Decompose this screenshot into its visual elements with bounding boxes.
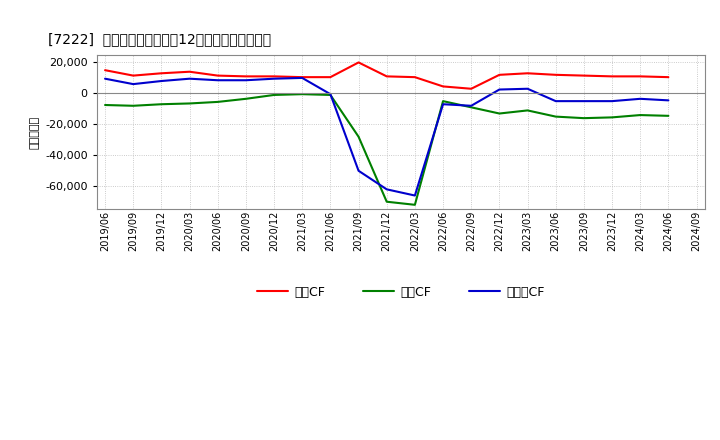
フリーCF bbox=[101, 76, 109, 81]
投資CF bbox=[354, 134, 363, 139]
投資CF bbox=[157, 102, 166, 107]
フリーCF bbox=[270, 76, 279, 81]
フリーCF bbox=[326, 92, 335, 97]
Y-axis label: （百万円）: （百万円） bbox=[30, 116, 40, 149]
営業CF bbox=[552, 72, 560, 77]
投資CF bbox=[608, 115, 616, 120]
投資CF bbox=[101, 103, 109, 108]
営業CF bbox=[580, 73, 588, 78]
投資CF bbox=[129, 103, 138, 108]
フリーCF bbox=[298, 75, 307, 81]
投資CF bbox=[242, 96, 251, 102]
投資CF bbox=[664, 113, 672, 118]
営業CF bbox=[129, 73, 138, 78]
フリーCF bbox=[129, 81, 138, 87]
フリーCF bbox=[608, 99, 616, 104]
フリーCF bbox=[410, 193, 419, 198]
投資CF bbox=[213, 99, 222, 105]
Line: フリーCF: フリーCF bbox=[105, 78, 668, 195]
フリーCF bbox=[242, 77, 251, 83]
投資CF bbox=[495, 111, 504, 116]
投資CF bbox=[580, 116, 588, 121]
Line: 営業CF: 営業CF bbox=[105, 62, 668, 89]
フリーCF bbox=[636, 96, 644, 102]
投資CF bbox=[410, 202, 419, 207]
営業CF bbox=[495, 72, 504, 77]
投資CF bbox=[298, 92, 307, 97]
フリーCF bbox=[467, 103, 475, 108]
投資CF bbox=[523, 108, 532, 113]
投資CF bbox=[636, 113, 644, 118]
投資CF bbox=[438, 99, 447, 104]
投資CF bbox=[382, 199, 391, 204]
営業CF bbox=[185, 69, 194, 74]
営業CF bbox=[608, 74, 616, 79]
フリーCF bbox=[523, 86, 532, 92]
営業CF bbox=[382, 74, 391, 79]
営業CF bbox=[438, 84, 447, 89]
投資CF bbox=[552, 114, 560, 119]
Line: 投資CF: 投資CF bbox=[105, 94, 668, 205]
フリーCF bbox=[213, 77, 222, 83]
投資CF bbox=[185, 101, 194, 106]
フリーCF bbox=[185, 76, 194, 81]
営業CF bbox=[326, 74, 335, 80]
営業CF bbox=[157, 71, 166, 76]
営業CF bbox=[270, 74, 279, 79]
営業CF bbox=[242, 74, 251, 79]
営業CF bbox=[467, 86, 475, 92]
フリーCF bbox=[157, 78, 166, 84]
投資CF bbox=[270, 92, 279, 98]
フリーCF bbox=[354, 168, 363, 173]
フリーCF bbox=[438, 102, 447, 107]
営業CF bbox=[298, 74, 307, 80]
フリーCF bbox=[664, 98, 672, 103]
営業CF bbox=[101, 68, 109, 73]
フリーCF bbox=[580, 99, 588, 104]
投資CF bbox=[467, 105, 475, 110]
フリーCF bbox=[495, 87, 504, 92]
投資CF bbox=[326, 92, 335, 98]
フリーCF bbox=[552, 99, 560, 104]
営業CF bbox=[213, 73, 222, 78]
フリーCF bbox=[382, 187, 391, 192]
Legend: 営業CF, 投資CF, フリーCF: 営業CF, 投資CF, フリーCF bbox=[252, 281, 549, 304]
営業CF bbox=[410, 74, 419, 80]
営業CF bbox=[523, 71, 532, 76]
Text: [7222]  キャッシュフローの12か月移動合計の推移: [7222] キャッシュフローの12か月移動合計の推移 bbox=[48, 33, 271, 47]
営業CF bbox=[636, 74, 644, 79]
営業CF bbox=[354, 60, 363, 65]
営業CF bbox=[664, 74, 672, 80]
